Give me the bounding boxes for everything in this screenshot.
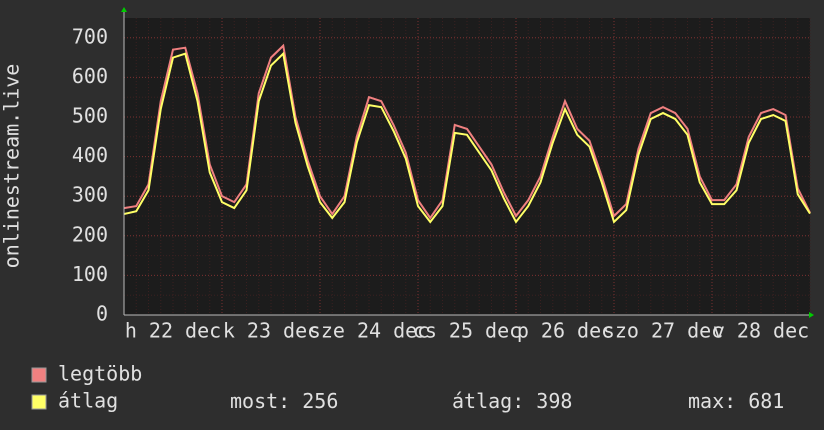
- axis-arrow: [809, 312, 814, 318]
- x-tick-label: h 22 dec: [125, 319, 221, 343]
- stat: átlag: 398: [452, 389, 572, 413]
- stat-label: max:: [688, 389, 736, 413]
- y-tick-label: 400: [72, 143, 108, 167]
- stat-value: 681: [748, 389, 784, 413]
- series-line: [123, 51, 811, 224]
- legend-label: átlag: [58, 389, 118, 413]
- y-tick-label: 600: [72, 64, 108, 88]
- x-tick-label: szo 27 dec: [603, 319, 723, 343]
- legend-swatch: [31, 367, 47, 383]
- series-line: [123, 43, 811, 220]
- y-tick-label: 200: [72, 222, 108, 246]
- y-tick-label: 300: [72, 183, 108, 207]
- y-axis-label: onlinestream.live: [0, 64, 24, 269]
- stat: max: 681: [688, 389, 784, 413]
- legend-label: legtöbb: [58, 362, 142, 386]
- axis-arrow: [121, 7, 127, 12]
- stat-value: 256: [302, 389, 338, 413]
- x-tick-label: cs 25 dec: [413, 319, 521, 343]
- y-tick-label: 0: [96, 302, 108, 326]
- y-tick-label: 100: [72, 262, 108, 286]
- x-tick-label: sze 24 dec: [309, 319, 429, 343]
- y-tick-label: 700: [72, 24, 108, 48]
- stat-value: 398: [536, 389, 572, 413]
- x-tick-label: p 26 dec: [517, 319, 613, 343]
- stat: most: 256: [230, 389, 338, 413]
- x-tick-label: k 23 dec: [223, 319, 319, 343]
- y-tick-label: 500: [72, 104, 108, 128]
- legend-swatch: [31, 394, 47, 410]
- stat-label: most:: [230, 389, 290, 413]
- x-tick-label: v 28 dec: [713, 319, 809, 343]
- stat-label: átlag:: [452, 389, 524, 413]
